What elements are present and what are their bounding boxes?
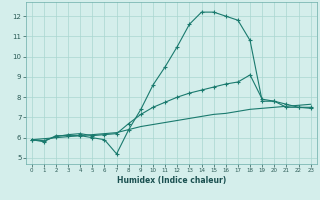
X-axis label: Humidex (Indice chaleur): Humidex (Indice chaleur) (116, 176, 226, 185)
